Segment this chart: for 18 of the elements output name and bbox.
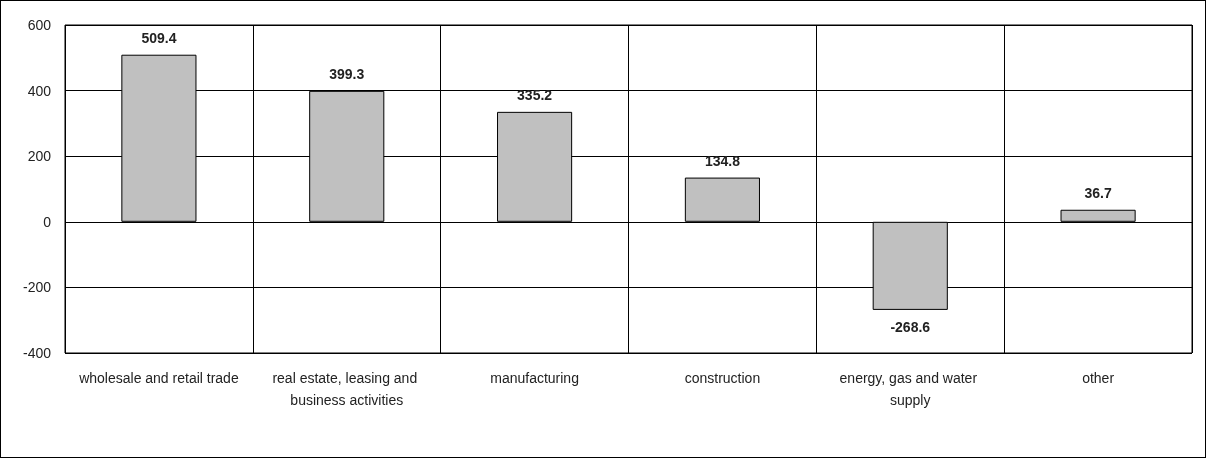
y-tick-label: -200 (22, 279, 52, 296)
x-tick-label: manufacturing (490, 370, 579, 386)
x-tick-label: other (1082, 370, 1115, 386)
x-tick-label: real estate, leasing and business activities (272, 370, 422, 408)
y-tick-label: -400 (22, 345, 52, 361)
y-tick-label: 0 (43, 213, 52, 230)
data-label: -268.6 (890, 318, 931, 335)
x-tick-label: construction (684, 370, 761, 386)
x-tick-label: energy, gas and water supply (839, 370, 981, 408)
data-label: 134.8 (704, 152, 741, 169)
y-tick-label: 400 (27, 82, 52, 99)
y-tick-label: 200 (27, 148, 52, 165)
data-label: 335.2 (517, 86, 553, 103)
x-tick-label: wholesale and retail trade (78, 370, 239, 386)
y-tick-label: 600 (27, 17, 52, 33)
data-label: 509.4 (141, 29, 177, 46)
data-label: 399.3 (329, 65, 365, 82)
data-label: 36.7 (1084, 184, 1112, 201)
